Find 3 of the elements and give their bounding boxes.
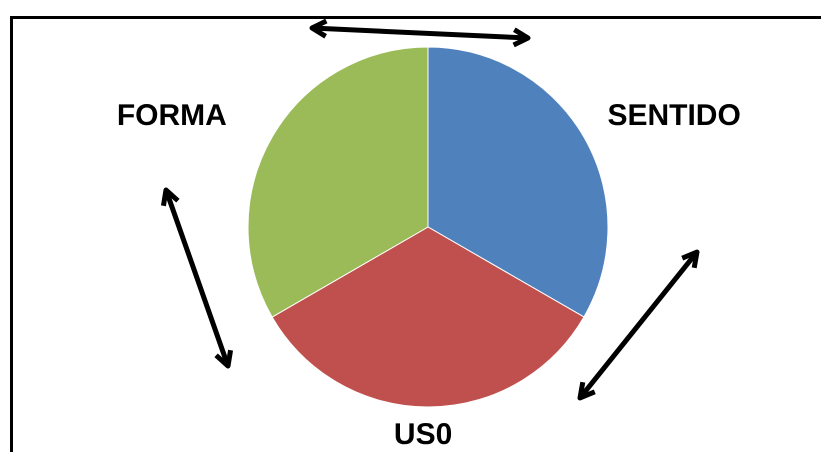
slice-label: SENTIDO xyxy=(607,98,741,132)
slice-label: FORMA xyxy=(116,98,227,132)
slice-label: US0 xyxy=(394,418,452,451)
